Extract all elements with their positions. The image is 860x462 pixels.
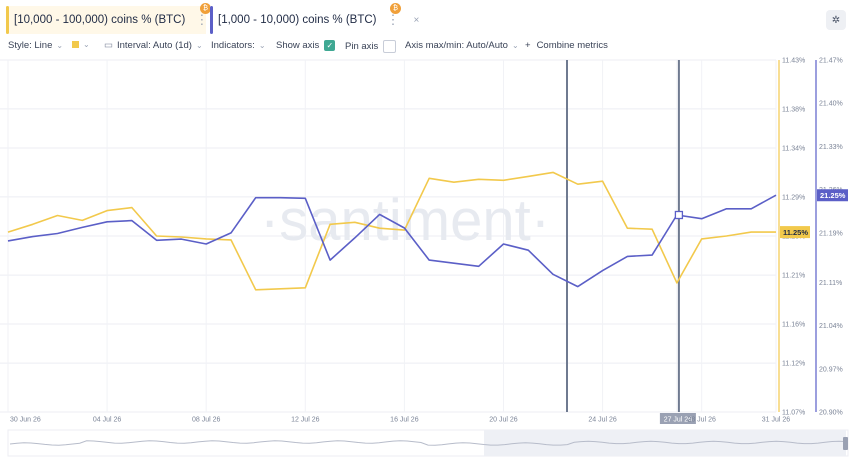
axis-maxmin-select[interactable]: Axis max/min: Auto/Auto ⌄ <box>405 40 519 51</box>
y-tick-label-right: 20.97% <box>819 366 843 373</box>
y-tick-label-left: 11.29% <box>782 194 805 201</box>
y-tick-label-left: 11.38% <box>782 106 805 113</box>
y-tick-label-right: 21.11% <box>819 280 842 287</box>
pin-axis-label: Pin axis <box>345 41 379 52</box>
y-tick-label-right: 20.90% <box>819 410 843 417</box>
checkbox-empty-icon[interactable] <box>383 40 397 53</box>
bitcoin-badge-icon: ₿ <box>200 3 211 14</box>
series-line-0 <box>7 171 776 291</box>
grid-lines <box>0 59 777 413</box>
y-tick-label-right: 21.40% <box>819 101 843 108</box>
tab-color-edge <box>6 6 9 34</box>
show-axis-label: Show axis <box>276 40 320 51</box>
series-line-1 <box>7 194 777 288</box>
tab-color-edge <box>210 6 213 34</box>
y-tick-label-left: 11.12% <box>782 361 805 368</box>
interval-label: Interval: Auto (1d) <box>116 40 192 51</box>
navigator-handle <box>843 437 848 450</box>
x-tick-label: 30 Jun 26 <box>10 417 41 424</box>
color-select[interactable]: ⌄ <box>72 40 90 49</box>
y-tick-label-left: 11.21% <box>782 273 805 280</box>
show-axis-toggle[interactable]: Show axis ✓ <box>276 40 336 51</box>
x-tick-label: 28 Jul 26 <box>687 417 716 424</box>
axes: 11.07% 11.12% 11.16% 11.21% 11.25% 11.29% 11.3… <box>778 58 848 417</box>
combine-metrics-label: Combine metrics <box>536 40 608 51</box>
y-tick-label-right: 21.04% <box>819 323 843 330</box>
crosshair-point-marker <box>674 210 684 220</box>
x-tick-label: 31 Jul 26 <box>762 417 791 424</box>
y-tick-label-left: 11.43% <box>782 58 805 65</box>
metric-tab-primary[interactable]: [10,000 - 100,000) coins % (BTC) ⋮ × ₿ <box>6 3 228 34</box>
tab-menu-icon[interactable]: ⋮ <box>195 12 209 27</box>
calendar-icon: ▭ <box>104 40 113 51</box>
tab-menu-icon[interactable]: ⋮ <box>386 12 400 27</box>
chevron-down-icon: ⌄ <box>56 41 64 50</box>
metric-tab-label: [1,000 - 10,000) coins % (BTC) <box>218 14 377 26</box>
checkbox-checked-icon[interactable]: ✓ <box>324 40 336 51</box>
combine-metrics-button[interactable]: + Combine metrics <box>525 40 608 51</box>
style-select[interactable]: Style: Line ⌄ <box>8 40 63 51</box>
chevron-down-icon: ⌄ <box>258 41 266 50</box>
crosshair-lines <box>566 60 680 412</box>
x-tick-label: 24 Jul 26 <box>588 417 617 424</box>
y-tick-label-right: 21.19% <box>819 230 843 237</box>
chevron-down-icon: ⌄ <box>83 40 90 49</box>
last-value-badge-right <box>817 189 848 202</box>
x-tick-label-highlighted: 27 Jul 26 <box>664 417 693 424</box>
color-swatch <box>72 41 79 48</box>
x-axis-ticks: 30 Jun 26 04 Jul 26 08 Jul 26 12 Jul 26 16 J… <box>10 413 790 424</box>
last-value-label-left: 11.25% <box>783 228 808 237</box>
last-value-badge-left <box>780 226 810 239</box>
x-tick-label: 20 Jul 26 <box>489 417 518 424</box>
bitcoin-badge-icon: ₿ <box>390 3 401 14</box>
metric-tab-secondary[interactable]: [1,000 - 10,000) coins % (BTC) ⋮ × ₿ <box>210 3 419 34</box>
chart-toolbar: Style: Line ⌄ ⌄ ▭ Interval: Auto (1d) ⌄ … <box>0 36 860 56</box>
navigator-line <box>9 440 847 446</box>
y-tick-label-right: 21.33% <box>819 144 843 151</box>
indicators-label: Indicators: <box>211 40 255 51</box>
navigator-selected-range <box>484 430 846 456</box>
x-tick-label: 16 Jul 26 <box>390 417 419 424</box>
x-tick-label: 12 Jul 26 <box>291 417 320 424</box>
indicators-select[interactable]: Indicators: ⌄ <box>211 40 266 51</box>
plus-icon: + <box>525 40 531 51</box>
settings-icon[interactable]: ✲ <box>826 10 846 30</box>
series-lines <box>7 171 777 291</box>
y-tick-label-left: 11.16% <box>782 322 805 329</box>
y-tick-label-left: 11.07% <box>782 410 805 417</box>
chevron-down-icon: ⌄ <box>511 41 519 50</box>
tab-close-icon[interactable]: × <box>413 14 420 26</box>
range-navigator <box>7 429 849 457</box>
highlighted-date-badge <box>659 413 696 424</box>
axis-maxmin-label: Axis max/min: Auto/Auto <box>405 40 508 51</box>
metric-tab-label: [10,000 - 100,000) coins % (BTC) <box>14 14 186 26</box>
x-tick-label: 04 Jul 26 <box>93 417 122 424</box>
style-label: Style: Line <box>8 40 53 51</box>
y-tick-label-left: 11.34% <box>782 146 805 153</box>
metric-tabs: [10,000 - 100,000) coins % (BTC) ⋮ × ₿ [… <box>0 0 860 38</box>
pin-axis-toggle[interactable]: Pin axis <box>345 40 397 53</box>
y-tick-label-right: 21.47% <box>819 58 843 65</box>
watermark: ·santiment· <box>260 188 550 253</box>
interval-select[interactable]: ▭ Interval: Auto (1d) ⌄ <box>104 40 203 51</box>
last-value-label-right: 21.25% <box>820 191 846 200</box>
chevron-down-icon: ⌄ <box>195 41 203 50</box>
x-tick-label: 08 Jul 26 <box>192 417 221 424</box>
